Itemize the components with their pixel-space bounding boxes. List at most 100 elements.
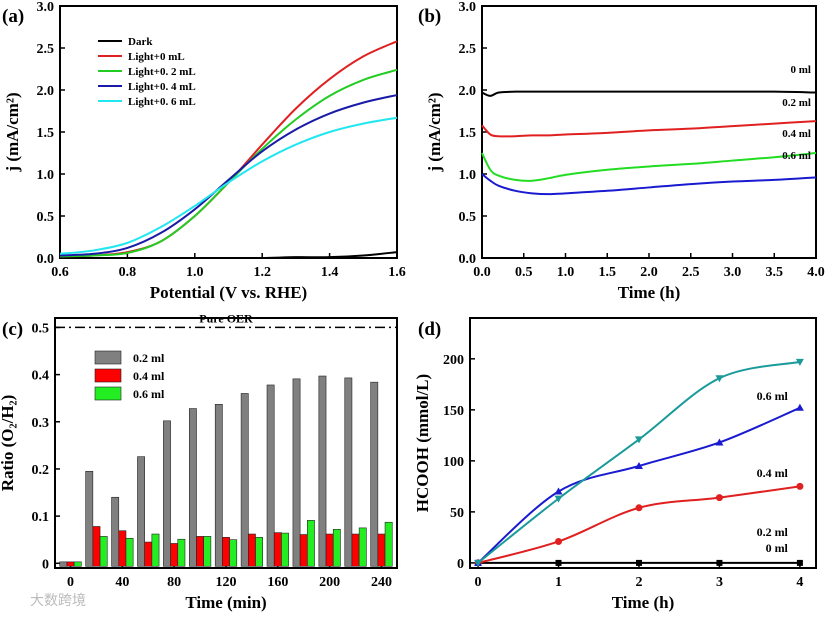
data-point: [634, 436, 643, 444]
x-tick-label: 240: [371, 575, 392, 590]
bar-0-6-ml: [203, 536, 212, 567]
bar-0-2-ml: [240, 393, 249, 567]
data-point: [555, 537, 563, 545]
x-tick-label: 80: [167, 575, 181, 590]
bar-0-4-ml: [299, 534, 308, 567]
y-tick-label: 0.1: [32, 510, 50, 525]
bar-0-6-ml: [229, 539, 238, 567]
x-tick-label: 0: [67, 575, 74, 590]
x-tick-label: 1: [555, 575, 562, 590]
x-tick-label: 1.0: [186, 265, 204, 280]
y-tick-label: 0.5: [37, 210, 55, 225]
bar-0-4-ml: [66, 561, 75, 567]
data-point: [634, 461, 643, 469]
bar-0-2-ml: [318, 375, 327, 567]
legend-swatch: [94, 368, 122, 383]
bar-0-6-ml: [255, 537, 264, 567]
y-tick-label: 0.5: [32, 321, 50, 336]
x-tick-label: 0.8: [119, 265, 137, 280]
x-axis-label: Time (min): [185, 593, 266, 612]
x-tick-label: 1.6: [388, 265, 406, 280]
bar-0-6-ml: [151, 533, 160, 567]
data-point: [715, 438, 724, 446]
y-tick-label: 0.0: [37, 252, 55, 267]
x-tick-label: 1.5: [599, 265, 617, 280]
y-tick-label: 0.2: [32, 463, 50, 478]
bar-0-2-ml: [111, 496, 120, 567]
y-tick-label: 3.0: [37, 0, 55, 15]
series-label: 0 ml: [791, 64, 811, 76]
bar-0-6-ml: [125, 537, 134, 567]
x-tick-label: 3.5: [766, 265, 784, 280]
reference-label: Pure OER: [199, 311, 253, 325]
plot-frame: [469, 317, 817, 569]
panel-label: (d): [418, 319, 441, 340]
legend-label: Light+0. 6 mL: [128, 96, 196, 108]
watermark: 大数跨境: [30, 593, 86, 609]
series-line-Light-0-4-mL: [59, 94, 398, 257]
legend-label: Dark: [128, 36, 153, 48]
plot-frame: [59, 5, 398, 259]
series-line-Light-0-mL: [59, 40, 398, 258]
bar-0-4-ml: [144, 541, 153, 567]
panel-label: (a): [2, 6, 24, 27]
plot-frame: [481, 5, 817, 259]
data-point: [796, 482, 804, 490]
x-tick-label: 2.0: [640, 265, 658, 280]
bar-0-2-ml: [344, 377, 353, 567]
legend-label: 0.6 ml: [133, 387, 165, 401]
y-tick-label: 100: [443, 455, 464, 470]
panel-label: (c): [2, 319, 23, 340]
data-point: [715, 375, 724, 383]
series-line-0-ml: [481, 90, 817, 97]
series-line-0-4-ml: [477, 406, 801, 564]
y-tick-label: 0.5: [459, 210, 477, 225]
x-tick-label: 1.0: [557, 265, 575, 280]
x-tick-label: 3: [716, 575, 723, 590]
x-tick-label: 0.0: [473, 265, 491, 280]
y-tick-label: 0: [457, 557, 464, 572]
x-axis-label: Potential (V vs. RHE): [150, 283, 307, 302]
series-label: 0 ml: [766, 541, 789, 555]
bar-0-2-ml: [59, 561, 68, 567]
bar-0-2-ml: [85, 471, 94, 567]
legend-label: Light+0 mL: [128, 51, 185, 63]
x-tick-label: 0: [475, 575, 482, 590]
bar-0-2-ml: [188, 408, 197, 567]
data-point: [635, 504, 643, 512]
bar-0-4-ml: [196, 536, 204, 567]
bar-0-6-ml: [73, 561, 82, 567]
x-tick-label: 200: [319, 575, 340, 590]
bar-0-2-ml: [214, 404, 223, 567]
x-tick-label: 1.2: [253, 265, 271, 280]
y-tick-label: 3.0: [459, 0, 477, 15]
series-label: 0.6 ml: [782, 150, 811, 162]
bar-0-2-ml: [137, 456, 145, 567]
series-label: 0.6 ml: [757, 389, 789, 403]
bar-0-4-ml: [273, 532, 282, 567]
y-tick-label: 0.3: [32, 416, 50, 431]
series-line-Light-0-6-mL: [59, 116, 398, 255]
series-line-Light-0-2-mL: [59, 68, 398, 258]
x-tick-label: 4.0: [807, 265, 825, 280]
x-tick-label: 40: [115, 575, 129, 590]
data-point: [474, 559, 483, 567]
bar-0-6-ml: [384, 521, 393, 567]
x-tick-label: 2.5: [682, 265, 700, 280]
bar-0-6-ml: [307, 520, 315, 567]
bar-0-4-ml: [377, 533, 386, 567]
x-tick-label: 0.5: [515, 265, 533, 280]
data-point: [555, 559, 562, 566]
y-axis-label: HCOOH (mmol/L): [413, 374, 432, 512]
x-tick-label: 0.6: [51, 265, 69, 280]
y-axis-label: j (mA/cm²): [425, 92, 444, 172]
y-tick-label: 2.5: [459, 42, 477, 57]
bar-0-6-ml: [332, 529, 341, 567]
series-line-Dark: [59, 251, 398, 260]
x-tick-label: 120: [216, 575, 237, 590]
bar-0-4-ml: [222, 537, 230, 567]
panel-label: (b): [418, 6, 441, 27]
y-tick-label: 0.4: [32, 369, 50, 384]
series-line-0-2-ml: [481, 120, 817, 138]
